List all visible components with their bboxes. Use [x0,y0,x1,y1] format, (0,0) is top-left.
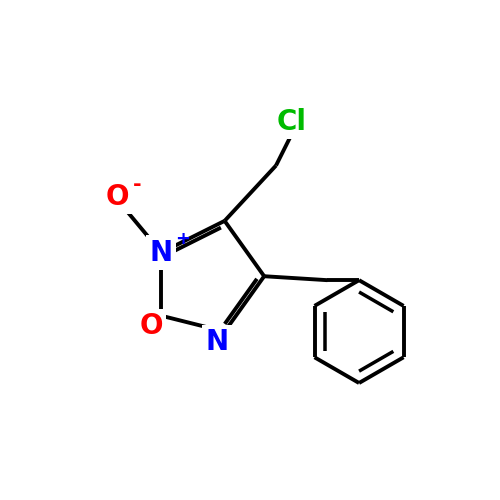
Text: +: + [175,230,190,248]
Text: O: O [106,183,130,211]
Text: Cl: Cl [277,108,307,136]
Text: -: - [134,176,142,196]
Text: N: N [205,328,229,356]
Text: O: O [140,312,163,340]
Text: N: N [150,238,173,266]
